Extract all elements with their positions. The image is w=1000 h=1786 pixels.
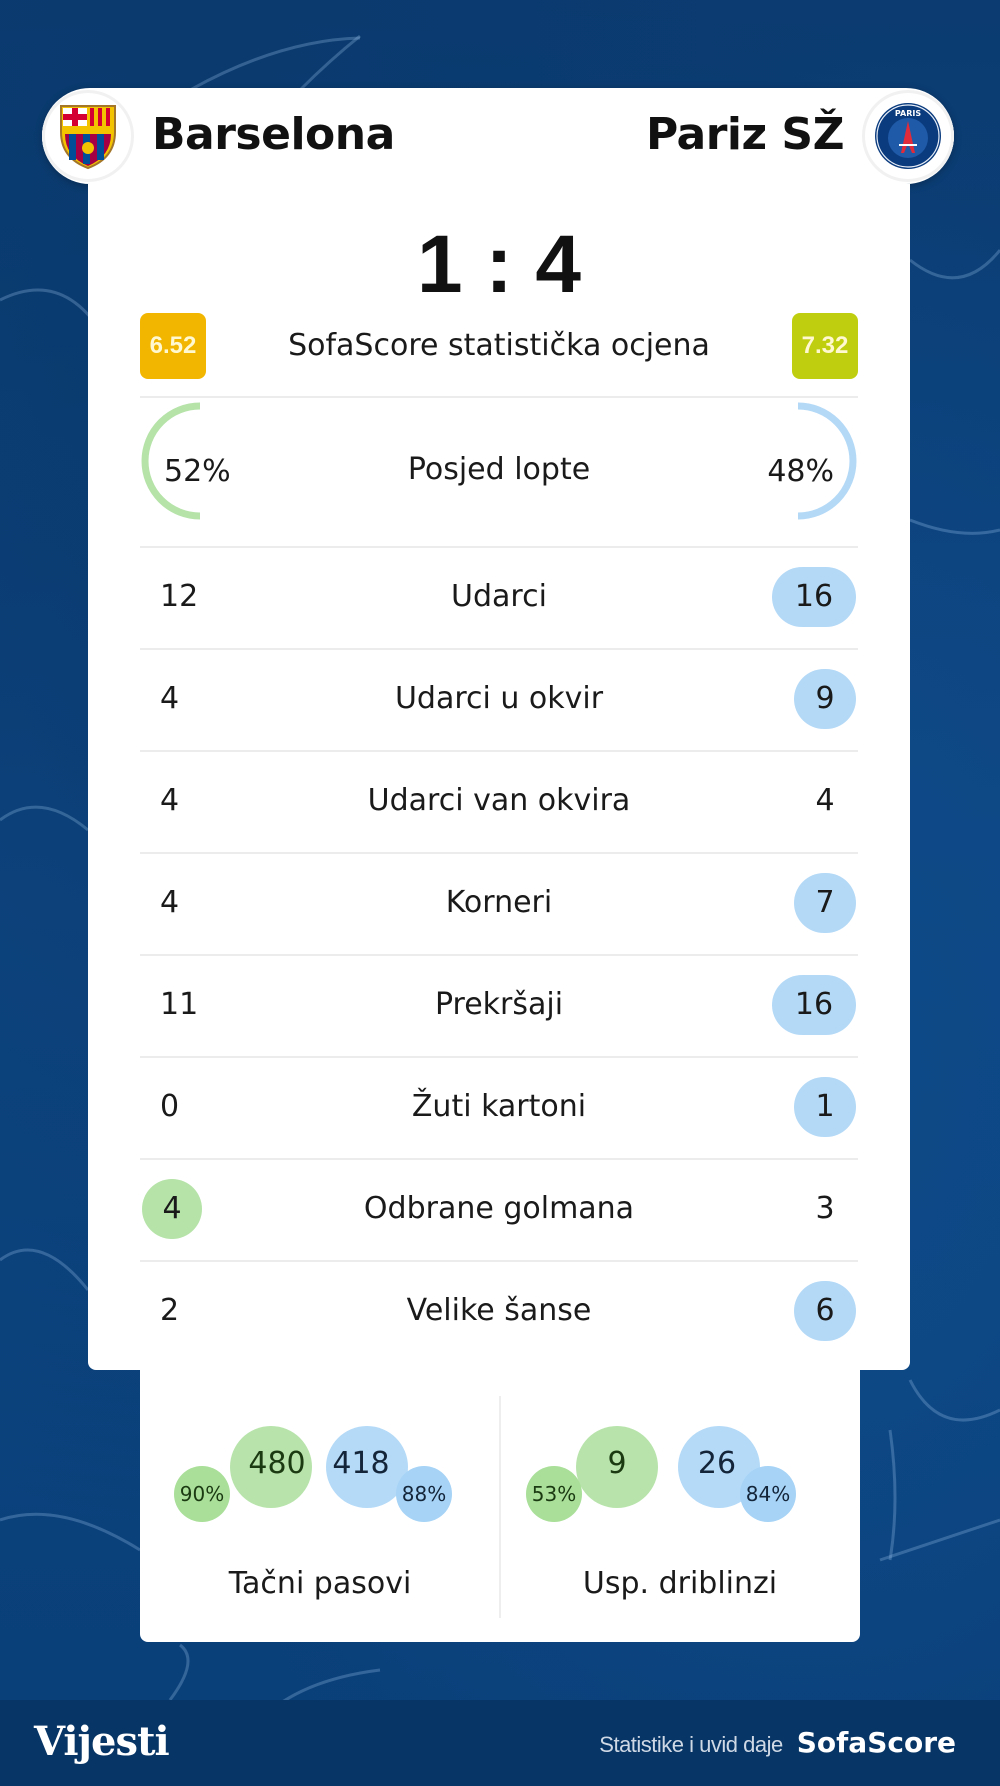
home-rating-badge: 6.52 — [140, 313, 206, 379]
vijesti-logo: Vijesti — [34, 1718, 170, 1765]
stat-label: Odbrane golmana — [363, 1191, 635, 1226]
home-value: 480 — [248, 1445, 306, 1481]
home-pct: 90% — [179, 1482, 225, 1506]
home-team-logo — [42, 90, 134, 182]
away-value: 3 — [815, 1191, 835, 1226]
sofascore-logo: SofaScore — [796, 1726, 956, 1759]
stat-row-shots: 12 Udarci 16 — [140, 546, 858, 648]
away-pct-bubble: 84% — [740, 1466, 796, 1522]
home-value: 4 — [160, 885, 180, 920]
psg-crest-icon: PARIS — [875, 103, 941, 169]
home-possession-arc — [141, 402, 201, 520]
away-big-bubble: 418 — [326, 1426, 408, 1508]
away-value: 9 — [794, 669, 856, 729]
stat-row-shots-on-target: 4 Udarci u okvir 9 — [140, 648, 858, 750]
possession-label: Posjed lopte — [407, 452, 591, 487]
home-value: 0 — [160, 1089, 180, 1124]
away-pct: 84% — [745, 1482, 791, 1506]
stat-label: Udarci — [451, 579, 547, 614]
divider — [140, 852, 858, 854]
rating-label: SofaScore statistička ocjena — [288, 328, 710, 363]
home-value: 4 — [160, 681, 180, 716]
divider — [499, 1396, 501, 1618]
svg-text:PARIS: PARIS — [895, 109, 921, 118]
home-value: 9 — [607, 1445, 627, 1481]
stat-row-goalkeeper-saves: 4 Odbrane golmana 3 — [140, 1158, 858, 1260]
away-team-name: Pariz SŽ — [645, 109, 845, 160]
team-header: Barselona Pariz SŽ PARIS — [42, 88, 954, 184]
away-pct-bubble: 88% — [396, 1466, 452, 1522]
match-stats-card: 1 : 4 6.52 SofaScore statistička ocjena … — [88, 184, 910, 1370]
away-possession-value: 48% — [767, 454, 834, 489]
stat-row-corners: 4 Korneri 7 — [140, 852, 858, 954]
divider — [140, 1260, 858, 1262]
home-big-bubble: 480 — [230, 1426, 312, 1508]
credit-prefix: Statistike i uvid daje — [599, 1732, 783, 1757]
possession-row: 52% Posjed lopte 48% — [140, 398, 858, 546]
home-pct: 53% — [531, 1482, 577, 1506]
accurate-passes-group: 480 90% 418 88% Tačni pasovi — [140, 1370, 500, 1642]
stat-row-big-chances: 2 Velike šanse 6 — [140, 1260, 858, 1362]
match-score: 1 : 4 — [416, 219, 582, 310]
home-value: 11 — [160, 987, 199, 1022]
away-value: 16 — [772, 567, 856, 627]
stat-label: Udarci u okvir — [394, 681, 604, 716]
stat-label: Žuti kartoni — [411, 1089, 587, 1124]
stat-label: Velike šanse — [406, 1293, 592, 1328]
away-possession-arc — [797, 402, 857, 520]
credit: Statistike i uvid daje SofaScore — [599, 1726, 956, 1759]
home-big-bubble: 9 — [576, 1426, 658, 1508]
stat-label: Korneri — [445, 885, 553, 920]
away-value: 418 — [332, 1445, 390, 1481]
away-value: 26 — [697, 1445, 737, 1481]
divider — [140, 1158, 858, 1160]
stat-label: Udarci van okvira — [367, 783, 631, 818]
fc-barcelona-crest-icon — [60, 105, 116, 170]
away-value: 7 — [794, 873, 856, 933]
away-value: 1 — [794, 1077, 856, 1137]
home-pct-bubble: 53% — [526, 1466, 582, 1522]
away-value: 6 — [794, 1281, 856, 1341]
away-value: 4 — [815, 783, 835, 818]
bubble-label: Tačni pasovi — [228, 1566, 412, 1601]
away-rating-badge: 7.32 — [792, 313, 858, 379]
home-pct-bubble: 90% — [174, 1466, 230, 1522]
home-possession-value: 52% — [164, 454, 231, 489]
home-value: 4 — [160, 783, 180, 818]
home-value: 4 — [142, 1179, 202, 1239]
home-team-name: Barselona — [152, 109, 395, 160]
successful-dribbles-group: 9 53% 26 84% Usp. driblinzi — [500, 1370, 860, 1642]
divider — [140, 1056, 858, 1058]
home-value: 2 — [160, 1293, 180, 1328]
bubble-label: Usp. driblinzi — [582, 1566, 778, 1601]
footer: Vijesti Statistike i uvid daje SofaScore — [0, 1700, 1000, 1786]
divider — [140, 954, 858, 956]
stat-row-yellow-cards: 0 Žuti kartoni 1 — [140, 1056, 858, 1158]
divider — [140, 750, 858, 752]
away-team-logo: PARIS — [862, 90, 954, 182]
stat-row-shots-off-target: 4 Udarci van okvira 4 — [140, 750, 858, 852]
away-pct: 88% — [401, 1482, 447, 1506]
divider — [140, 648, 858, 650]
stat-label: Prekršaji — [434, 987, 564, 1022]
away-value: 16 — [772, 975, 856, 1035]
divider — [140, 546, 858, 548]
rating-row: 6.52 SofaScore statistička ocjena 7.32 — [140, 310, 858, 382]
divider — [140, 396, 858, 398]
home-value: 12 — [160, 579, 199, 614]
stat-row-fouls: 11 Prekršaji 16 — [140, 954, 858, 1056]
bubble-stats-card: 480 90% 418 88% Tačni pasovi 9 53% 26 84… — [140, 1370, 860, 1642]
